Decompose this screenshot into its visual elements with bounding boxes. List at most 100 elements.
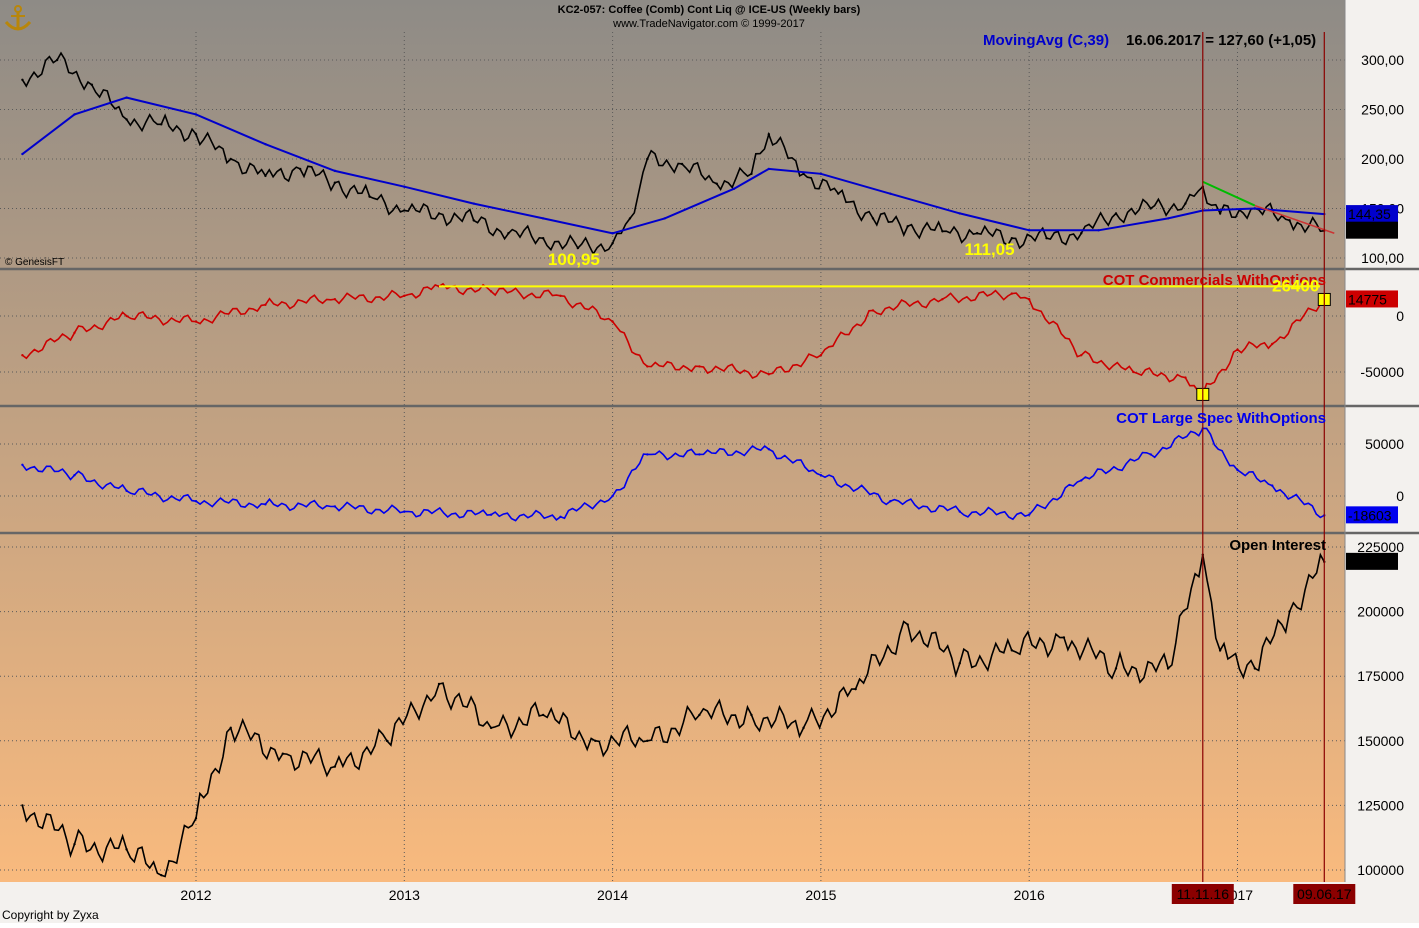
year-label: 2013 — [389, 887, 420, 903]
data-point — [160, 123, 163, 126]
data-point — [663, 217, 666, 220]
data-point — [264, 303, 267, 306]
data-point — [437, 682, 441, 686]
trend-line-red — [1254, 204, 1335, 234]
data-point — [802, 726, 805, 730]
data-point — [698, 453, 701, 456]
data-point — [21, 354, 24, 357]
data-point — [125, 314, 128, 318]
data-point — [889, 500, 892, 503]
anchor-logo-icon — [4, 5, 32, 31]
data-point — [646, 739, 649, 742]
panel-title-commercials: COT Commercials WithOptions — [1103, 272, 1326, 289]
header-title: KC2-057: Coffee (Comb) Cont Liq @ ICE-US… — [558, 4, 861, 16]
chart-marks — [21, 32, 1335, 882]
gridlines — [0, 32, 1345, 882]
data-point — [403, 185, 406, 188]
data-point — [802, 172, 805, 176]
series-line-cot-large-spec-withoptions — [21, 427, 1325, 522]
data-point — [646, 453, 649, 456]
chart-title: MovingAvg (C,39) — [983, 32, 1109, 49]
panel-title-large_spec: COT Large Spec WithOptions — [1116, 410, 1326, 427]
data-point — [194, 500, 198, 503]
data-point — [1288, 219, 1291, 222]
data-point — [21, 78, 24, 82]
series-line-movingavg — [21, 96, 1325, 235]
data-point — [732, 187, 736, 190]
watermark: © GenesisFT — [5, 257, 64, 268]
data-point — [298, 167, 302, 171]
y-tick-label: -50000 — [1360, 364, 1404, 380]
y-tick-label: 50000 — [1365, 436, 1404, 452]
data-point — [819, 172, 823, 176]
y-tick-label: 200000 — [1357, 604, 1404, 620]
highlight-label: 26400 — [1272, 276, 1319, 295]
data-point — [611, 232, 614, 235]
data-point — [194, 133, 198, 136]
data-point — [958, 212, 961, 215]
data-point — [73, 474, 76, 477]
data-point — [611, 494, 614, 498]
y-tick-label: 300,00 — [1361, 52, 1404, 68]
data-point — [73, 842, 76, 846]
data-point — [819, 354, 823, 357]
data-point — [1236, 348, 1239, 351]
chart-labels: 2012 2013 2014 2015 2016 2017300,00250,00200,… — [180, 32, 1404, 904]
data-point — [1080, 232, 1083, 235]
data-point — [1010, 292, 1014, 295]
data-point — [194, 320, 198, 323]
trend-line-green — [1202, 180, 1256, 207]
data-point — [403, 209, 406, 212]
data-point — [403, 510, 406, 513]
data-point — [576, 246, 580, 250]
data-point — [489, 513, 493, 516]
header-subtitle: www.TradeNavigator.com © 1999-2017 — [612, 18, 805, 30]
data-point — [21, 152, 24, 156]
data-point — [125, 118, 128, 121]
data-point — [90, 83, 94, 86]
data-point — [1149, 453, 1152, 456]
data-point — [750, 713, 753, 717]
price-annotation: 111,05 — [964, 240, 1014, 259]
data-point — [1218, 649, 1222, 652]
data-point — [1028, 298, 1031, 301]
data-point — [55, 58, 59, 62]
price-readout: 16.06.2017 = 127,60 (+1,05) — [1126, 32, 1316, 49]
series-line-open-interest — [21, 552, 1326, 878]
y-tick-label: 0 — [1396, 488, 1404, 504]
data-point — [333, 765, 337, 768]
y-tick-label: 175000 — [1357, 668, 1404, 684]
data-point — [906, 623, 909, 626]
y-tick-label: 225000 — [1357, 539, 1404, 555]
data-point — [837, 192, 840, 195]
data-point — [21, 463, 24, 466]
year-label: 2012 — [180, 887, 211, 903]
data-point — [264, 174, 267, 178]
data-point — [1010, 237, 1014, 240]
series-line-cot-commercials-withoptions — [21, 282, 1325, 396]
last-value-box-ma — [1346, 205, 1398, 223]
last-value-close: 127,60 — [1348, 223, 1391, 239]
data-point — [1045, 237, 1048, 240]
data-point — [698, 713, 701, 717]
data-point — [628, 217, 632, 220]
data-point — [264, 503, 267, 506]
data-point — [229, 157, 232, 161]
data-point — [941, 230, 944, 233]
y-tick-label: 0 — [1396, 308, 1404, 324]
data-point — [1236, 468, 1239, 472]
data-point — [1166, 667, 1170, 670]
data-point — [229, 726, 232, 730]
data-point — [489, 290, 493, 293]
year-label: 2015 — [805, 887, 836, 903]
data-point — [73, 113, 76, 116]
data-point — [385, 739, 389, 742]
copyright: Copyright by Zyxa — [2, 908, 99, 922]
data-point — [403, 294, 406, 298]
last-value-box — [1346, 290, 1398, 308]
data-point — [1166, 217, 1170, 220]
data-point — [594, 739, 597, 742]
data-point — [507, 232, 510, 235]
